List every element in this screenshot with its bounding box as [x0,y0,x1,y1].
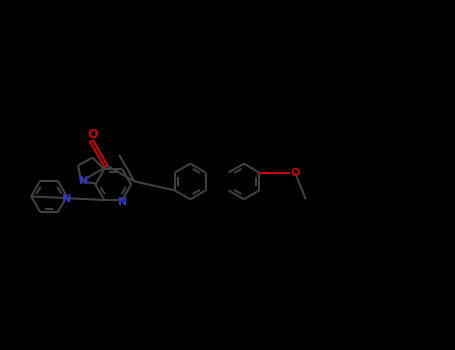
Text: N: N [117,197,127,207]
Text: O: O [87,128,98,141]
Text: N: N [79,176,88,187]
Text: N: N [62,194,71,204]
Text: O: O [290,168,300,177]
